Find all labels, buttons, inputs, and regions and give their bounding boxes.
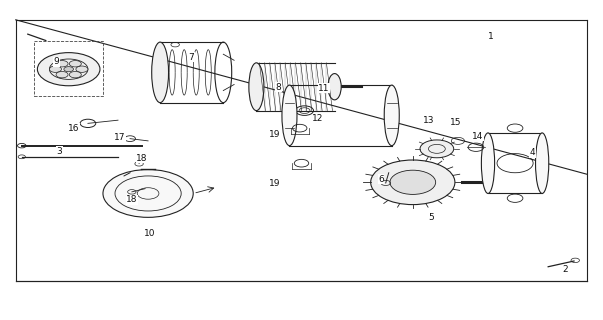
Ellipse shape bbox=[328, 74, 341, 100]
Text: 7: 7 bbox=[189, 53, 194, 62]
Text: 4: 4 bbox=[529, 148, 535, 157]
Text: 6: 6 bbox=[378, 175, 384, 184]
Circle shape bbox=[76, 66, 88, 72]
Text: 19: 19 bbox=[269, 180, 280, 188]
Text: 5: 5 bbox=[428, 213, 434, 222]
Circle shape bbox=[103, 170, 193, 217]
Ellipse shape bbox=[535, 133, 549, 194]
Ellipse shape bbox=[282, 85, 297, 146]
Text: 18: 18 bbox=[126, 195, 137, 204]
Text: 12: 12 bbox=[312, 114, 323, 123]
Text: 11: 11 bbox=[318, 84, 329, 93]
Text: 14: 14 bbox=[472, 132, 484, 140]
Text: 13: 13 bbox=[423, 116, 435, 125]
Circle shape bbox=[64, 67, 74, 72]
Circle shape bbox=[56, 71, 68, 78]
Text: 10: 10 bbox=[144, 229, 156, 238]
Text: 16: 16 bbox=[68, 124, 80, 132]
Text: 17: 17 bbox=[114, 133, 125, 142]
Circle shape bbox=[420, 140, 453, 158]
Text: 2: 2 bbox=[562, 265, 568, 275]
Circle shape bbox=[37, 52, 100, 86]
Text: 15: 15 bbox=[450, 118, 462, 127]
Text: 18: 18 bbox=[136, 154, 148, 163]
Circle shape bbox=[49, 66, 62, 72]
Ellipse shape bbox=[249, 63, 264, 111]
Circle shape bbox=[56, 60, 68, 67]
Ellipse shape bbox=[481, 133, 494, 194]
Ellipse shape bbox=[152, 42, 169, 103]
Circle shape bbox=[371, 160, 455, 204]
Circle shape bbox=[390, 170, 435, 195]
Circle shape bbox=[69, 71, 81, 78]
Circle shape bbox=[69, 60, 81, 67]
Ellipse shape bbox=[384, 85, 399, 146]
Text: 1: 1 bbox=[488, 32, 494, 41]
Text: 8: 8 bbox=[276, 83, 282, 92]
Text: 9: 9 bbox=[54, 57, 60, 66]
Bar bbox=[34, 41, 103, 96]
Text: 19: 19 bbox=[269, 130, 280, 139]
Text: 3: 3 bbox=[57, 147, 63, 156]
